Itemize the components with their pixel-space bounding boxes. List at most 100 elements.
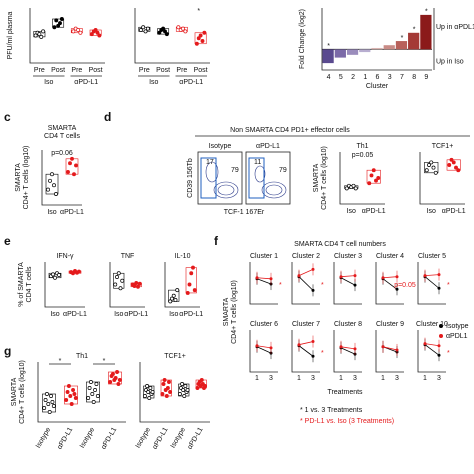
panel-header: Non SMARTA CD4 PD1+ effector cells	[230, 127, 350, 134]
point	[189, 271, 194, 276]
panel-header: SMARTA CD4 T cell numbers	[294, 241, 386, 248]
bar	[359, 49, 371, 53]
point	[167, 380, 171, 384]
point	[183, 29, 188, 34]
point	[52, 183, 56, 188]
point	[108, 380, 113, 384]
point	[202, 30, 207, 35]
point	[56, 23, 61, 28]
x-tick-label: Post	[156, 67, 170, 74]
gate	[248, 157, 265, 199]
x-tick-label: 3	[311, 375, 315, 382]
series-line	[298, 341, 314, 346]
point	[93, 28, 98, 32]
x-tick-label: αPD-L1	[60, 209, 84, 216]
point	[118, 286, 123, 291]
point	[395, 287, 399, 291]
gate-value: 79	[231, 167, 239, 174]
point	[297, 274, 301, 278]
axis	[139, 362, 210, 423]
series-line	[298, 345, 314, 357]
point	[71, 388, 76, 392]
x-tick-label: αPD-L1	[100, 426, 118, 450]
point	[381, 345, 385, 349]
series-line	[424, 276, 440, 289]
axis	[41, 150, 82, 206]
y-label: SMARTA	[15, 163, 22, 192]
point	[66, 170, 70, 174]
x-tick-label: 1	[297, 375, 301, 382]
axis	[339, 152, 385, 205]
range-box	[194, 32, 207, 45]
x-tick-label: Pre	[176, 67, 187, 74]
point	[437, 344, 441, 348]
series-line	[382, 276, 398, 279]
chart-title: CD4 T cells	[44, 133, 80, 140]
group-label: αPD-L1	[179, 79, 203, 86]
point	[43, 398, 48, 402]
x-tick-label: Iso	[169, 311, 178, 318]
point	[68, 394, 73, 398]
point	[164, 32, 169, 37]
axis	[291, 330, 320, 373]
chart-title: Th1	[76, 353, 88, 360]
flow-plot	[245, 151, 291, 205]
note: Up in Iso	[436, 59, 464, 66]
panel-letter: g	[4, 344, 11, 358]
point	[195, 386, 200, 390]
chart-title: Cluster 3	[334, 253, 362, 260]
y-label: CD4 T cells	[26, 266, 33, 302]
marker-label: TCF-1 167Er	[224, 209, 265, 216]
annotation: p=0.06	[51, 150, 73, 157]
panel-letter: e	[4, 234, 11, 248]
point	[427, 163, 431, 167]
point	[177, 392, 182, 396]
point	[90, 392, 95, 396]
x-tick-label: αPD-L1	[56, 426, 74, 450]
axis	[164, 262, 200, 308]
x-tick-label: 1	[423, 375, 427, 382]
point	[351, 183, 356, 188]
point	[58, 21, 62, 26]
point	[192, 288, 197, 293]
axis	[333, 330, 362, 373]
bar	[420, 14, 432, 50]
point	[72, 392, 77, 396]
point	[142, 394, 147, 398]
bar	[334, 49, 346, 58]
point	[198, 33, 203, 38]
point	[39, 34, 44, 39]
point	[147, 396, 152, 400]
x-tick-label: αPD-L1	[442, 208, 466, 215]
point	[93, 388, 98, 392]
point	[353, 186, 358, 191]
x-tick-label: αPD-L1	[152, 426, 170, 450]
group-label: Iso	[44, 79, 53, 86]
chart-title: Cluster 4	[376, 253, 404, 260]
point	[41, 29, 46, 34]
point	[344, 186, 349, 191]
x-tick-label: 1	[255, 375, 259, 382]
chart-title: Cluster 9	[376, 321, 404, 328]
point	[74, 163, 78, 168]
point	[181, 388, 186, 392]
point	[134, 281, 139, 285]
point	[110, 372, 115, 376]
series-line	[256, 346, 272, 354]
point	[431, 165, 436, 170]
x-tick-label: 3	[395, 375, 399, 382]
point	[64, 398, 69, 402]
panel-letter: c	[4, 110, 11, 124]
legend-label: * PD-L1 vs. Iso (3 Treatments)	[300, 418, 394, 425]
annotation: *	[401, 35, 404, 42]
series-line	[256, 278, 272, 285]
annotation: *	[279, 282, 282, 289]
axis	[333, 262, 362, 305]
x-tick-label: αPD-L1	[63, 311, 87, 318]
point	[115, 275, 119, 279]
point	[395, 275, 399, 279]
contours	[205, 161, 287, 199]
point	[381, 276, 385, 280]
point	[59, 17, 64, 21]
legend-label: * 1 vs. 3 Treatments	[300, 407, 363, 414]
